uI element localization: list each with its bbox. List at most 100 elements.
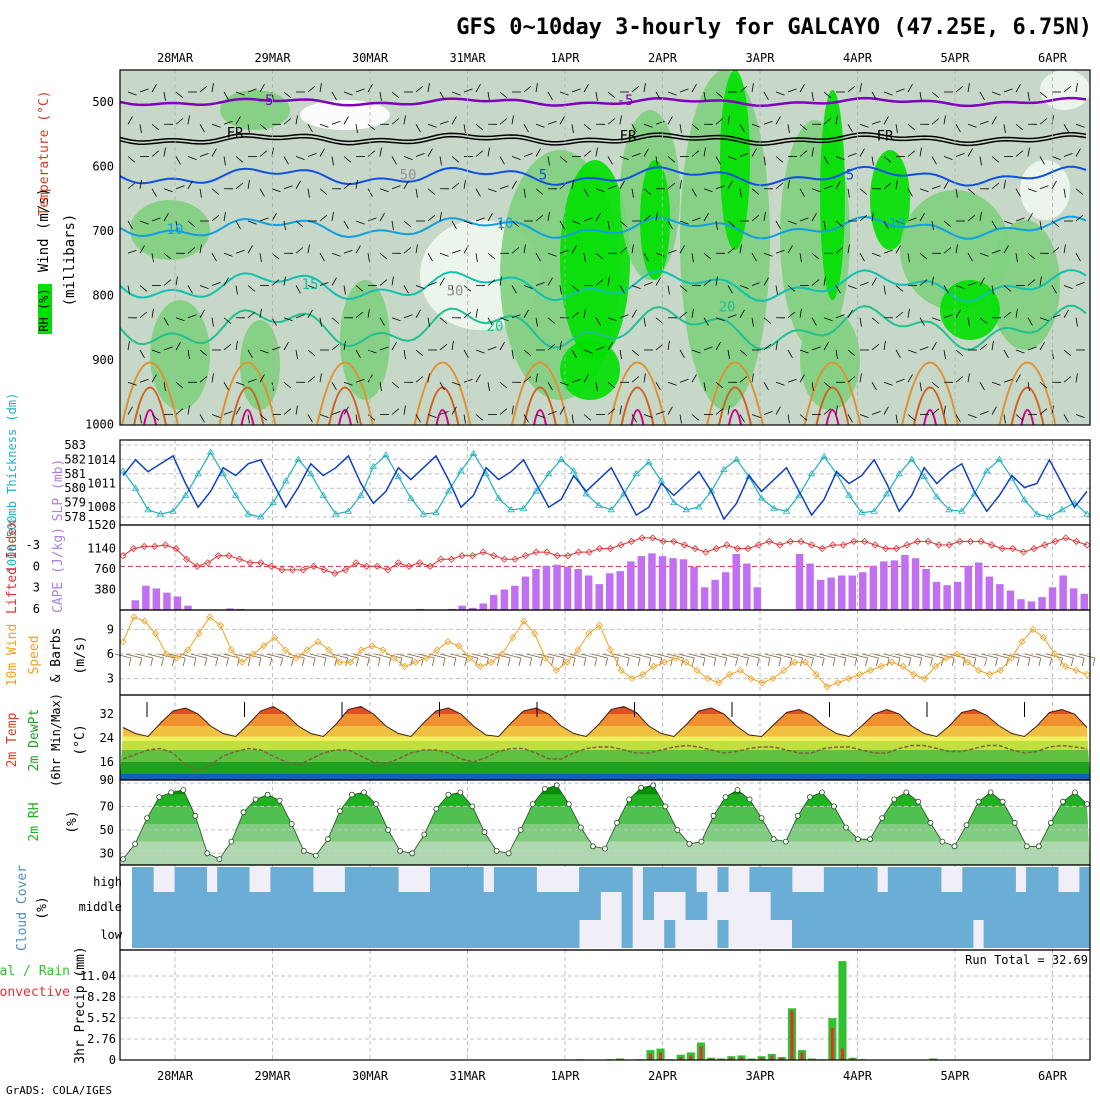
cloud-cell xyxy=(962,867,973,892)
cloud-cell xyxy=(473,892,484,920)
wind-barb xyxy=(909,658,911,666)
contour-label: 10 xyxy=(889,216,906,232)
cape-bar xyxy=(132,600,140,610)
cloud-cell xyxy=(749,867,760,892)
rh-marker xyxy=(386,827,391,832)
cape-bar xyxy=(711,580,719,610)
cloud-cell xyxy=(941,892,952,920)
precip-tick: 5.52 xyxy=(87,1011,116,1025)
pressure-tick: 600 xyxy=(92,160,114,174)
cape-bar xyxy=(733,554,741,610)
cloud-cell xyxy=(260,920,271,948)
cloud-cell xyxy=(430,892,441,920)
rh-marker xyxy=(747,797,752,802)
wind-barb xyxy=(725,658,727,666)
wind-barb xyxy=(1082,658,1084,666)
cape-bar xyxy=(522,577,530,610)
precip-convective-bar xyxy=(700,1046,703,1060)
cloud-level-label: middle xyxy=(79,900,122,914)
cloud-cell xyxy=(1005,867,1016,892)
cloud-cell xyxy=(153,892,164,920)
rh-band xyxy=(120,824,1090,842)
contour-label: 20 xyxy=(719,300,736,316)
temp-tick: 32 xyxy=(100,707,114,721)
cape-bar xyxy=(648,553,656,610)
cloud-cell xyxy=(164,892,175,920)
cloud-cell xyxy=(462,867,473,892)
cape-bar xyxy=(659,556,667,610)
cloud-cell xyxy=(292,867,303,892)
cape-bar xyxy=(965,566,973,610)
cloud-cell xyxy=(568,920,579,948)
cloud-level-label: high xyxy=(93,875,122,889)
thickness-tick: 579 xyxy=(64,496,86,510)
slp-tick: 1011 xyxy=(87,477,116,491)
rh-marker xyxy=(434,806,439,811)
cape-bar xyxy=(163,593,171,610)
rh-patch xyxy=(820,90,845,300)
pressure-tick: 1000 xyxy=(85,418,114,432)
cloud-cell xyxy=(813,892,824,920)
cloud-cell xyxy=(398,920,409,948)
cape-bar xyxy=(912,558,920,610)
cloud-cell xyxy=(388,920,399,948)
cloud-cell xyxy=(451,920,462,948)
cloud-cell xyxy=(930,920,941,948)
cloud-cell xyxy=(1069,920,1080,948)
cloud-cell xyxy=(1047,867,1058,892)
rh-marker xyxy=(145,816,150,821)
cloud-axis-label: (%) xyxy=(35,896,50,919)
wind-barb xyxy=(703,658,705,666)
cloud-cell xyxy=(920,920,931,948)
cloud-cell xyxy=(579,867,590,892)
precip-axis-label: 3hr Precip (mm) xyxy=(73,946,88,1063)
temp-axis-label: (°C) xyxy=(73,724,88,755)
cloud-cell xyxy=(1079,920,1090,948)
wind-barb xyxy=(183,658,185,666)
rh-patch xyxy=(990,220,1060,350)
wind-barb xyxy=(584,658,586,666)
wind-barb xyxy=(259,658,261,666)
cape-bar xyxy=(174,597,182,611)
cloud-cell xyxy=(505,867,516,892)
cloud-cell xyxy=(249,920,260,948)
rh-marker xyxy=(349,792,354,797)
cape-bar xyxy=(574,569,582,610)
cloud-cell xyxy=(1058,892,1069,920)
rh-marker xyxy=(446,792,451,797)
cloud-cell xyxy=(771,867,782,892)
wind-barb xyxy=(367,658,369,666)
cloud-cell xyxy=(600,867,611,892)
wind-barb xyxy=(692,658,694,666)
cape-tick: 380 xyxy=(94,583,116,597)
cloud-cell xyxy=(984,867,995,892)
rh-marker xyxy=(1060,799,1065,804)
wind-barb xyxy=(400,658,402,666)
chart-title: GFS 0~10day 3-hourly for GALCAYO (47.25E… xyxy=(456,15,1092,40)
rh-marker xyxy=(530,802,535,807)
date-label-bottom: 2APR xyxy=(648,1069,678,1083)
cloud-cell xyxy=(952,892,963,920)
cloud-cell xyxy=(207,920,218,948)
wind-axis-label: 10m Wind xyxy=(5,624,20,687)
wind-barb xyxy=(205,658,207,666)
cloud-cell xyxy=(302,867,313,892)
cloud-cell xyxy=(803,892,814,920)
rh-marker xyxy=(482,830,487,835)
cloud-cell xyxy=(781,892,792,920)
rh-marker xyxy=(952,844,957,849)
cloud-cell xyxy=(1026,920,1037,948)
date-label-top: 2APR xyxy=(648,51,678,65)
cloud-cell xyxy=(984,892,995,920)
rh-marker xyxy=(542,786,547,791)
rh-marker xyxy=(566,802,571,807)
cape-bar xyxy=(458,606,466,610)
cape-tick: 760 xyxy=(94,562,116,576)
cloud-cell xyxy=(622,867,633,892)
cape-bar xyxy=(933,582,941,610)
wind-barb xyxy=(573,658,575,666)
cape-bar xyxy=(849,576,857,611)
precip-label-total: Total / Rain xyxy=(0,964,70,979)
cape-bar xyxy=(975,563,983,611)
cape-bar xyxy=(564,567,572,610)
